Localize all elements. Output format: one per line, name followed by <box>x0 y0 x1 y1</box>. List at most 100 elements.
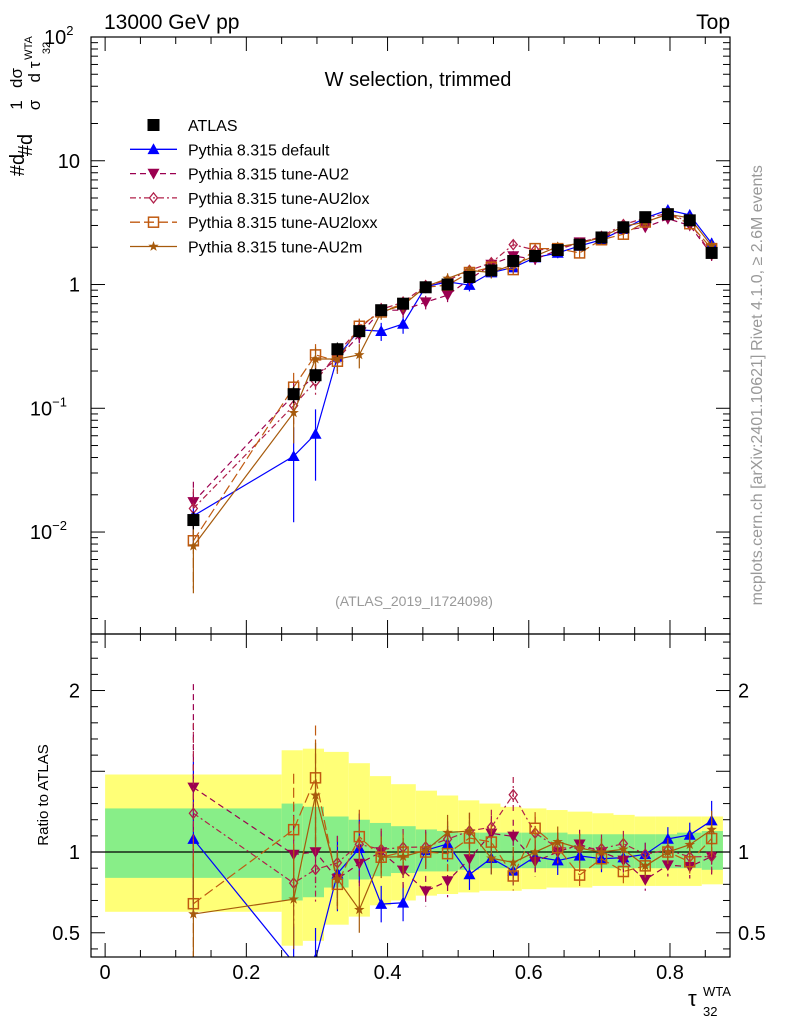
legend-label: ATLAS <box>188 118 238 135</box>
ylabel-32: 32 <box>41 42 53 54</box>
legend-marker <box>148 241 159 251</box>
ratio-point <box>706 824 717 834</box>
data-point <box>706 240 717 251</box>
legend-label: Pythia 8.315 default <box>188 142 330 159</box>
y-tick-exponent: 2 <box>66 23 73 38</box>
chart-title: W selection, trimmed <box>325 69 512 91</box>
data-point <box>639 222 652 234</box>
data-point <box>485 264 498 277</box>
x-tick-label: 0 <box>100 962 111 984</box>
analysis-tag: (ATLAS_2019_I1724098) <box>335 593 493 609</box>
data-point <box>573 238 586 251</box>
ratio-point <box>706 850 717 863</box>
main-series <box>187 204 718 594</box>
y-tick-label: 1 <box>69 275 80 297</box>
ratio-point <box>508 788 519 801</box>
ratio-point <box>188 908 199 919</box>
data-point <box>463 271 476 284</box>
ratio-point <box>508 856 519 867</box>
ratio-point <box>313 953 318 957</box>
legend-marker <box>147 216 160 228</box>
ratio-point <box>529 846 541 857</box>
ratio-point <box>574 842 585 853</box>
data-point <box>441 278 454 291</box>
data-point <box>188 540 199 551</box>
legend-entry-pythia-8-315-tune-au2m: Pythia 8.315 tune-AU2m <box>130 240 362 257</box>
band-green-bin <box>500 832 522 869</box>
series-line <box>192 218 713 503</box>
data-point <box>639 211 652 224</box>
ratio-point <box>662 846 674 857</box>
y-tick-exponent: −1 <box>52 394 67 409</box>
ratio-point <box>354 904 365 915</box>
ratio-point <box>288 893 299 904</box>
series-atlas <box>187 208 718 530</box>
ratio-point <box>596 846 607 857</box>
ratio-point <box>188 807 199 820</box>
xlabel-wta: WTA <box>703 984 731 999</box>
data-point <box>287 388 300 401</box>
data-point <box>508 238 519 251</box>
ratio-frame <box>90 633 731 958</box>
ratio-point <box>287 823 300 836</box>
ratio-point <box>441 876 454 888</box>
ratio-point <box>310 789 321 800</box>
ratio-point <box>293 956 294 957</box>
ratio-point <box>684 839 695 850</box>
ratio-point <box>332 873 343 884</box>
data-point <box>309 369 322 382</box>
main-frame <box>90 36 731 635</box>
data-point <box>442 272 453 283</box>
series-pythia-8-315-tune-au2m <box>188 208 717 594</box>
ratio-point <box>442 827 453 838</box>
data-point <box>551 244 564 257</box>
data-point <box>661 208 674 221</box>
ratio-point <box>419 886 432 898</box>
ratio-point <box>507 831 520 843</box>
data-point <box>331 343 344 356</box>
x-tick-label: 0.8 <box>656 962 684 984</box>
ratio-axes: 0 0.2 0.4 0.6 0.8 0.5 0.5 1 1 2 2 <box>52 633 766 984</box>
legend: ATLAS Pythia 8.315 default Pythia 8.315 tu… <box>130 118 377 257</box>
x-tick-label: 0.6 <box>515 962 543 984</box>
legend-entry-pythia-8-315-tune-au2lox: Pythia 8.315 tune-AU2lox <box>130 191 369 208</box>
ylabel-dsigma: dσ <box>7 68 26 88</box>
ylabel-wta: WTA <box>23 36 35 60</box>
ratio-point <box>375 898 388 909</box>
legend-marker <box>147 143 160 155</box>
series-line <box>192 213 713 547</box>
ratio-y-tick-label-right: 1 <box>738 842 749 864</box>
data-point <box>464 264 475 275</box>
ratio-point <box>310 863 321 876</box>
ratio-point <box>617 865 630 878</box>
ratio-y-tick-label-right: 2 <box>738 681 749 703</box>
ratio-point <box>354 838 365 851</box>
series-pythia-8-315-tune-au2lox <box>188 207 717 541</box>
x-tick-label: 0.2 <box>232 962 260 984</box>
ratio-y-tick-label: 0.5 <box>52 923 80 945</box>
ratio-point <box>640 860 651 871</box>
ratio-point <box>420 844 431 855</box>
data-point <box>441 290 454 302</box>
data-point <box>375 325 388 336</box>
mcplots-label: mcplots.cern.ch [arXiv:2401.10621] <box>749 355 766 606</box>
data-point <box>187 514 200 527</box>
ratio-point <box>552 836 563 847</box>
ratio-point <box>639 874 652 886</box>
ratio-series-line <box>193 793 712 884</box>
rivet-label: Rivet 4.1.0, ≥ 2.6M events <box>749 165 766 351</box>
legend-label: Pythia 8.315 tune-AU2 <box>188 167 349 184</box>
ratio-series-pythia-8-315-tune-au2m <box>188 742 717 957</box>
process-label: Top <box>696 11 730 34</box>
legend-entry-pythia-8-315-default: Pythia 8.315 default <box>130 142 330 159</box>
data-point <box>419 297 432 309</box>
ratio-point <box>353 830 366 843</box>
data-point <box>683 214 696 227</box>
legend-label: Pythia 8.315 tune-AU2m <box>188 240 362 257</box>
data-point <box>595 231 608 244</box>
ratio-point <box>529 822 541 835</box>
series-line <box>192 212 713 509</box>
data-point <box>287 450 300 461</box>
ratio-ylabel: Ratio to ATLAS <box>35 744 52 845</box>
ylabel-d2: #d <box>15 134 37 156</box>
